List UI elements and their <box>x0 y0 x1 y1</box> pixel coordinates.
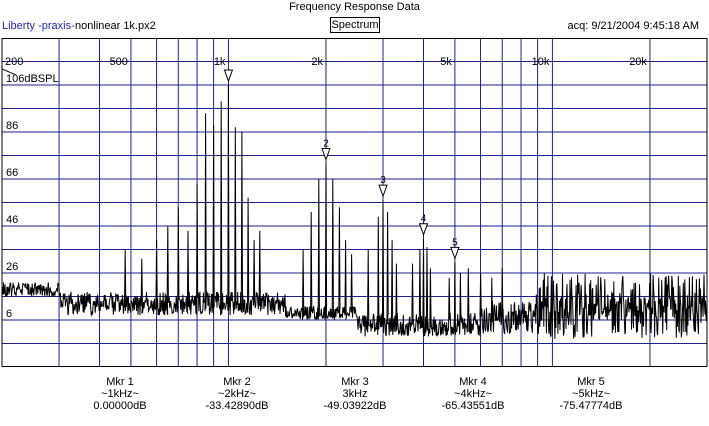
marker-number: 5 <box>452 237 458 248</box>
marker-value: -49.03922dB <box>323 400 387 412</box>
app-name: Liberty -praxis- <box>2 20 75 32</box>
file-name: nonlinear 1k.px2 <box>75 20 156 32</box>
marker-name: Mkr 2 <box>223 376 251 388</box>
x-tick-label: 5k <box>440 56 452 68</box>
marker-triangle <box>321 147 331 161</box>
marker-number: 4 <box>421 214 427 225</box>
marker-triangle <box>223 69 234 83</box>
window-title: Frequency Response Data <box>289 1 420 13</box>
marker-triangles: 2 3 4 5 <box>223 69 460 260</box>
y-tick-label: 86 <box>6 120 18 132</box>
spectrum-trace <box>1 84 708 339</box>
marker-number: 3 <box>380 175 386 186</box>
marker-triangle <box>450 246 460 260</box>
marker-value: -65.43551dB <box>441 400 505 412</box>
marker-value: -75.47774dB <box>559 400 623 412</box>
marker-readout-2: Mkr 2 ~2kHz~ -33.42890dB <box>177 376 297 412</box>
y-tick-label: 66 <box>6 167 18 179</box>
tick-labels: 200 500 1k 2k 5k 10k 20k 106dBSPL 86 66 46 26 6 <box>1 56 647 320</box>
marker-number: 2 <box>323 138 329 149</box>
marker-name: Mkr 1 <box>106 376 134 388</box>
marker-readout-1: Mkr 1 ~1kHz~ 0.00000dB <box>60 376 180 412</box>
marker-frequency: ~5kHz~ <box>572 388 610 400</box>
x-tick-label: 200 <box>5 56 23 68</box>
marker-triangle <box>418 223 429 237</box>
x-tick-label: 2k <box>311 56 323 68</box>
marker-frequency: 3kHz <box>342 388 368 400</box>
marker-name: Mkr 4 <box>459 376 487 388</box>
marker-value: 0.00000dB <box>93 400 147 412</box>
y-tick-label: 106dBSPL <box>6 73 59 85</box>
y-tick-label: 26 <box>6 261 18 273</box>
plot-frame <box>1 38 708 367</box>
x-tick-label: 20k <box>629 56 647 68</box>
x-tick-label: 500 <box>110 56 128 68</box>
x-tick-label: 10k <box>532 56 550 68</box>
x-tick-label: 1k <box>214 56 226 68</box>
marker-name: Mkr 5 <box>577 376 605 388</box>
spectrum-plot[interactable]: 200 500 1k 2k 5k 10k 20k 106dBSPL 86 66 46 26 6 2 3 4 5 <box>0 38 709 370</box>
acquisition-time: acq: 9/21/2004 9:45:18 AM <box>567 20 700 32</box>
marker-frequency: ~2kHz~ <box>218 388 256 400</box>
view-mode-button[interactable]: Spectrum <box>330 17 380 33</box>
marker-frequency: ~4kHz~ <box>454 388 492 400</box>
marker-triangle <box>378 184 388 198</box>
y-tick-label: 46 <box>6 214 18 226</box>
marker-value: -33.42890dB <box>205 400 269 412</box>
spectrum-line <box>1 84 708 339</box>
reference-level-indicator <box>1 68 17 76</box>
marker-name: Mkr 3 <box>341 376 369 388</box>
marker-frequency: ~1kHz~ <box>101 388 139 400</box>
marker-readout-3: Mkr 3 3kHz -49.03922dB <box>295 376 415 412</box>
marker-readout-5: Mkr 5 ~5kHz~ -75.47774dB <box>531 376 651 412</box>
y-tick-label: 6 <box>6 308 12 320</box>
plot-grid <box>1 38 708 367</box>
marker-readout-4: Mkr 4 ~4kHz~ -65.43551dB <box>413 376 533 412</box>
